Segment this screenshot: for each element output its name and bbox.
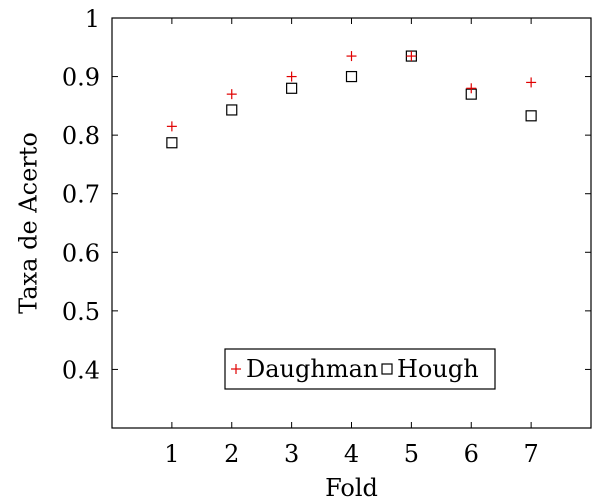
x-tick-label: 1 [164,440,179,468]
axis-ticks [112,17,591,428]
tick-labels: 1 2 3 4 5 6 7 0.4 0.5 0.6 0.7 0.8 0.9 1 [62,5,539,468]
data-markers [166,50,537,149]
legend-label-daughman: Daughman [246,355,378,383]
daughman-point [346,51,357,62]
y-tick-label: 0.5 [62,298,100,326]
hough-point [166,137,178,149]
x-tick-label: 2 [224,440,239,468]
x-tick-label: 4 [344,440,359,468]
legend-marker-hough [381,363,393,375]
daughman-point [286,71,297,82]
y-tick-label: 1 [85,5,100,33]
hough-point [525,110,537,122]
daughman-point [226,89,237,100]
hough-point [345,70,358,83]
y-tick-label: 0.6 [62,239,100,267]
daughman-point [166,121,177,132]
x-tick-label: 3 [284,440,299,468]
y-tick-label: 0.9 [62,64,100,92]
y-axis-label: Taxa de Acerto [15,132,43,314]
x-tick-label: 7 [523,440,538,468]
y-tick-label: 0.4 [62,356,100,384]
daughman-point [526,77,537,88]
daughman-point [466,83,477,94]
daughman-point [406,51,417,62]
legend: Daughman Hough [224,348,496,390]
legend-marker-daughman [231,364,241,374]
hough-point [226,104,238,116]
hough-point [286,82,298,94]
legend-label-hough: Hough [397,355,479,383]
y-tick-label: 0.7 [62,181,100,209]
x-tick-label: 6 [464,440,479,468]
legend-items: Daughman Hough [231,355,479,383]
x-axis-label: Fold [325,474,378,500]
plot-frame [111,17,592,429]
y-tick-label: 0.8 [62,122,100,150]
legend-box [224,348,496,390]
x-tick-label: 5 [404,440,419,468]
